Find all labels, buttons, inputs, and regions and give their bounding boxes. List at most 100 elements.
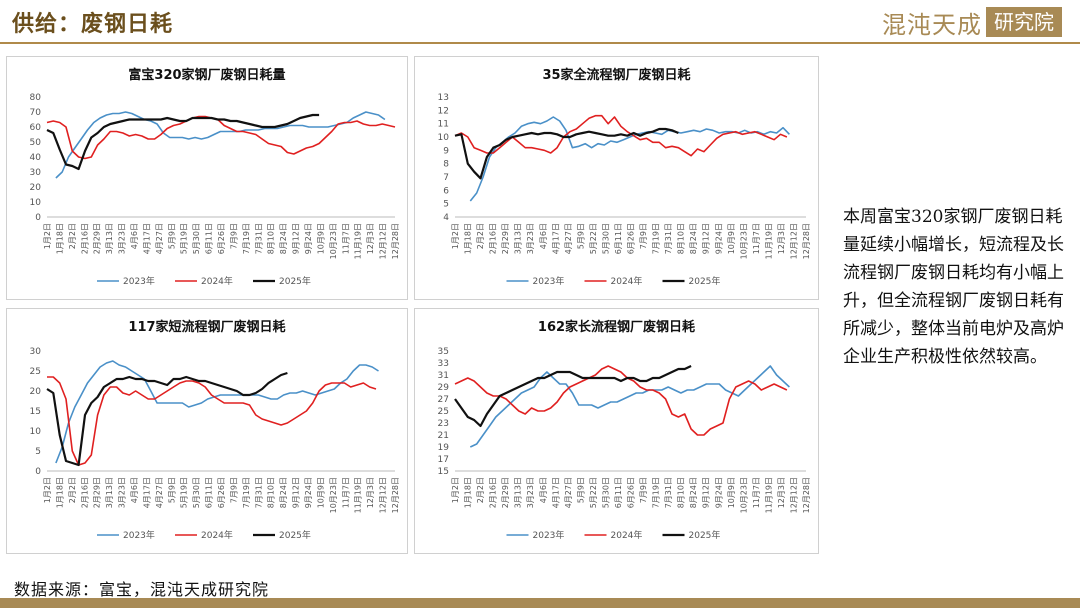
x-tick-label: 3月23日 (526, 223, 535, 254)
x-tick-label: 12月3日 (366, 223, 375, 254)
logo-box: 研究院 (986, 7, 1062, 37)
y-tick-label: 60 (30, 123, 42, 133)
x-tick-label: 8月10日 (677, 223, 686, 254)
x-tick-label: 4月17日 (142, 477, 151, 508)
x-tick-label: 3月23日 (118, 477, 127, 508)
x-tick-label: 6月26日 (217, 477, 226, 508)
x-tick-label: 7月31日 (254, 223, 263, 254)
series-line-2023年 (55, 360, 379, 464)
logo-text: 混沌天成 (882, 10, 982, 39)
x-tick-label: 8月24日 (279, 223, 288, 254)
x-tick-label: 3月23日 (526, 477, 535, 508)
x-tick-label: 4月17日 (551, 477, 560, 508)
x-tick-label: 7月9日 (639, 223, 648, 249)
x-tick-label: 12月3日 (777, 477, 786, 508)
x-tick-label: 7月19日 (652, 223, 661, 254)
legend-label: 2023年 (123, 529, 155, 541)
x-tick-label: 2月29日 (501, 477, 510, 508)
y-tick-label: 5 (443, 200, 449, 210)
x-tick-label: 8月10日 (267, 223, 276, 254)
y-tick-label: 17 (438, 455, 449, 465)
x-tick-label: 7月9日 (229, 223, 238, 249)
x-tick-label: 2月29日 (501, 223, 510, 254)
x-tick-label: 12月12日 (379, 223, 388, 259)
x-tick-label: 10月23日 (329, 223, 338, 259)
x-tick-label: 5月22日 (589, 223, 598, 254)
series-line-2023年 (55, 111, 386, 179)
x-tick-label: 10月23日 (329, 477, 338, 513)
x-tick-label: 7月19日 (652, 477, 661, 508)
x-tick-label: 3月13日 (105, 223, 114, 254)
x-tick-label: 5月19日 (180, 477, 189, 508)
x-tick-label: 10月23日 (739, 477, 748, 513)
x-tick-label: 8月24日 (689, 223, 698, 254)
x-tick-label: 9月12日 (292, 477, 301, 508)
page-title: 供给：废钢日耗 (12, 11, 174, 37)
y-tick-label: 30 (30, 347, 42, 357)
x-tick-label: 12月12日 (379, 477, 388, 513)
x-tick-label: 7月19日 (242, 223, 251, 254)
x-tick-label: 4月6日 (130, 223, 139, 249)
x-tick-label: 3月13日 (514, 477, 523, 508)
x-tick-label: 10月9日 (727, 477, 736, 508)
x-tick-label: 5月9日 (167, 223, 176, 249)
y-tick-label: 19 (438, 443, 450, 453)
y-tick-label: 15 (30, 407, 41, 417)
y-tick-label: 21 (438, 431, 449, 441)
logo: 混沌天成 研究院 (882, 6, 1062, 39)
x-tick-label: 5月30日 (192, 477, 201, 508)
x-tick-label: 9月24日 (714, 477, 723, 508)
x-tick-label: 5月22日 (589, 477, 598, 508)
x-tick-label: 8月10日 (677, 477, 686, 508)
x-tick-label: 2月2日 (476, 223, 485, 249)
series-line-2025年 (46, 371, 288, 467)
y-tick-label: 6 (443, 186, 449, 196)
x-tick-label: 9月24日 (714, 223, 723, 254)
y-tick-label: 11 (438, 120, 449, 130)
chart-2: 35家全流程钢厂废钢日耗 4 5 6 7 8 9 10 11 12 13 1月2日 1月18日 2月2日 2… (438, 67, 811, 287)
y-tick-label: 9 (443, 146, 449, 156)
x-tick-label: 12月28日 (802, 477, 811, 513)
x-tick-label: 10月9日 (727, 223, 736, 254)
x-tick-label: 12月28日 (391, 223, 400, 259)
y-tick-label: 33 (438, 359, 449, 369)
y-tick-label: 10 (30, 198, 42, 208)
x-tick-label: 12月12日 (789, 477, 798, 513)
x-tick-label: 11月19日 (764, 477, 773, 513)
x-tick-label: 1月18日 (55, 223, 64, 254)
x-tick-label: 9月24日 (304, 223, 313, 254)
x-tick-label: 4月6日 (130, 477, 139, 503)
x-tick-label: 9月12日 (702, 477, 711, 508)
x-tick-label: 7月9日 (229, 477, 238, 503)
x-tick-label: 5月30日 (601, 477, 610, 508)
x-tick-label: 9月12日 (702, 223, 711, 254)
x-tick-label: 3月13日 (514, 223, 523, 254)
legend-label: 2024年 (611, 275, 643, 287)
chart-panel-1: 富宝320家钢厂废钢日耗量 0 10 20 30 40 50 60 70 80 1月2日 1月18日 2… (6, 56, 408, 300)
legend-label: 2023年 (533, 275, 565, 287)
x-tick-label: 1月2日 (43, 223, 52, 249)
legend-label: 2025年 (279, 275, 311, 287)
footer-bar (0, 598, 1080, 608)
x-tick-label: 8月24日 (279, 477, 288, 508)
legend-label: 2024年 (611, 529, 643, 541)
x-tick-label: 2月2日 (68, 477, 77, 503)
series-line-2024年 (454, 114, 788, 157)
x-tick-label: 2月16日 (80, 477, 89, 508)
x-tick-label: 11月7日 (752, 223, 761, 254)
x-tick-label: 2月16日 (489, 477, 498, 508)
x-tick-label: 1月18日 (464, 223, 473, 254)
x-tick-label: 5月9日 (167, 477, 176, 503)
x-tick-label: 5月9日 (576, 223, 585, 249)
x-tick-label: 6月11日 (614, 477, 623, 508)
y-tick-label: 35 (438, 347, 449, 357)
x-tick-label: 2月16日 (489, 223, 498, 254)
x-tick-label: 2月29日 (93, 477, 102, 508)
x-tick-label: 7月31日 (664, 223, 673, 254)
x-tick-label: 7月19日 (242, 477, 251, 508)
legend-label: 2025年 (279, 529, 311, 541)
x-tick-label: 11月7日 (752, 477, 761, 508)
y-tick-label: 30 (30, 168, 42, 178)
chart-title: 117家短流程钢厂废钢日耗 (128, 319, 285, 335)
